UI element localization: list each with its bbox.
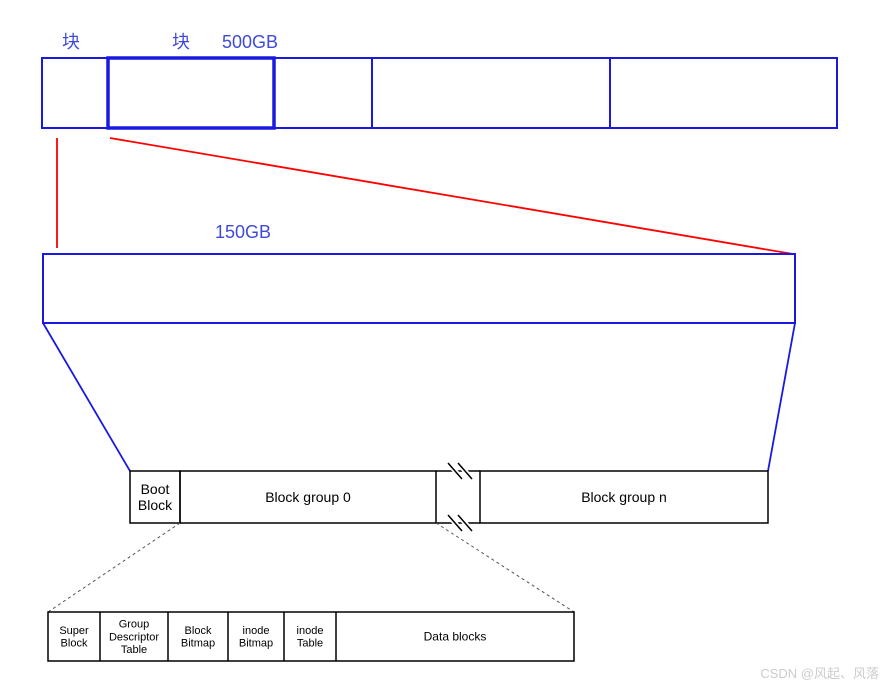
group-descriptor-table-label: Group (119, 619, 150, 631)
block-group-n-label: Block group n (581, 489, 667, 505)
label-150gb: 150GB (215, 222, 271, 242)
inode-table-label: inode (297, 625, 324, 637)
data-blocks-label: Data blocks (424, 630, 487, 644)
dotted-connector-right (436, 523, 574, 612)
super-block-label: Super (59, 625, 89, 637)
block-bitmap-label: Bitmap (181, 638, 215, 650)
label-500gb: 500GB (222, 32, 278, 52)
label-kuai-1: 块 (62, 32, 80, 52)
blue-connector-right (768, 323, 795, 471)
inode-table-label: Table (297, 638, 323, 650)
group-descriptor-table-label: Descriptor (109, 631, 159, 643)
boot-block-label: Boot (141, 481, 170, 497)
inode-bitmap-label: inode (243, 625, 270, 637)
blue-connector-left (43, 323, 130, 471)
disk-row (42, 58, 837, 128)
dotted-connector-left (48, 523, 180, 612)
label-kuai-2: 块 (172, 32, 190, 52)
disk-highlight-cell (108, 58, 274, 128)
watermark: CSDN @风起、风落 (760, 663, 879, 682)
block-group-0-label: Block group 0 (265, 489, 351, 505)
boot-block-label: Block (138, 497, 173, 513)
super-block-label: Block (61, 638, 88, 650)
block-bitmap-label: Block (185, 625, 212, 637)
partition-box (43, 254, 795, 323)
group-descriptor-table-label: Table (121, 644, 147, 656)
red-diagonal-line (110, 138, 793, 254)
diagram-canvas: 块块500GB150GBBootBlockBlock group 0Block … (0, 0, 891, 690)
inode-bitmap-label: Bitmap (239, 638, 273, 650)
